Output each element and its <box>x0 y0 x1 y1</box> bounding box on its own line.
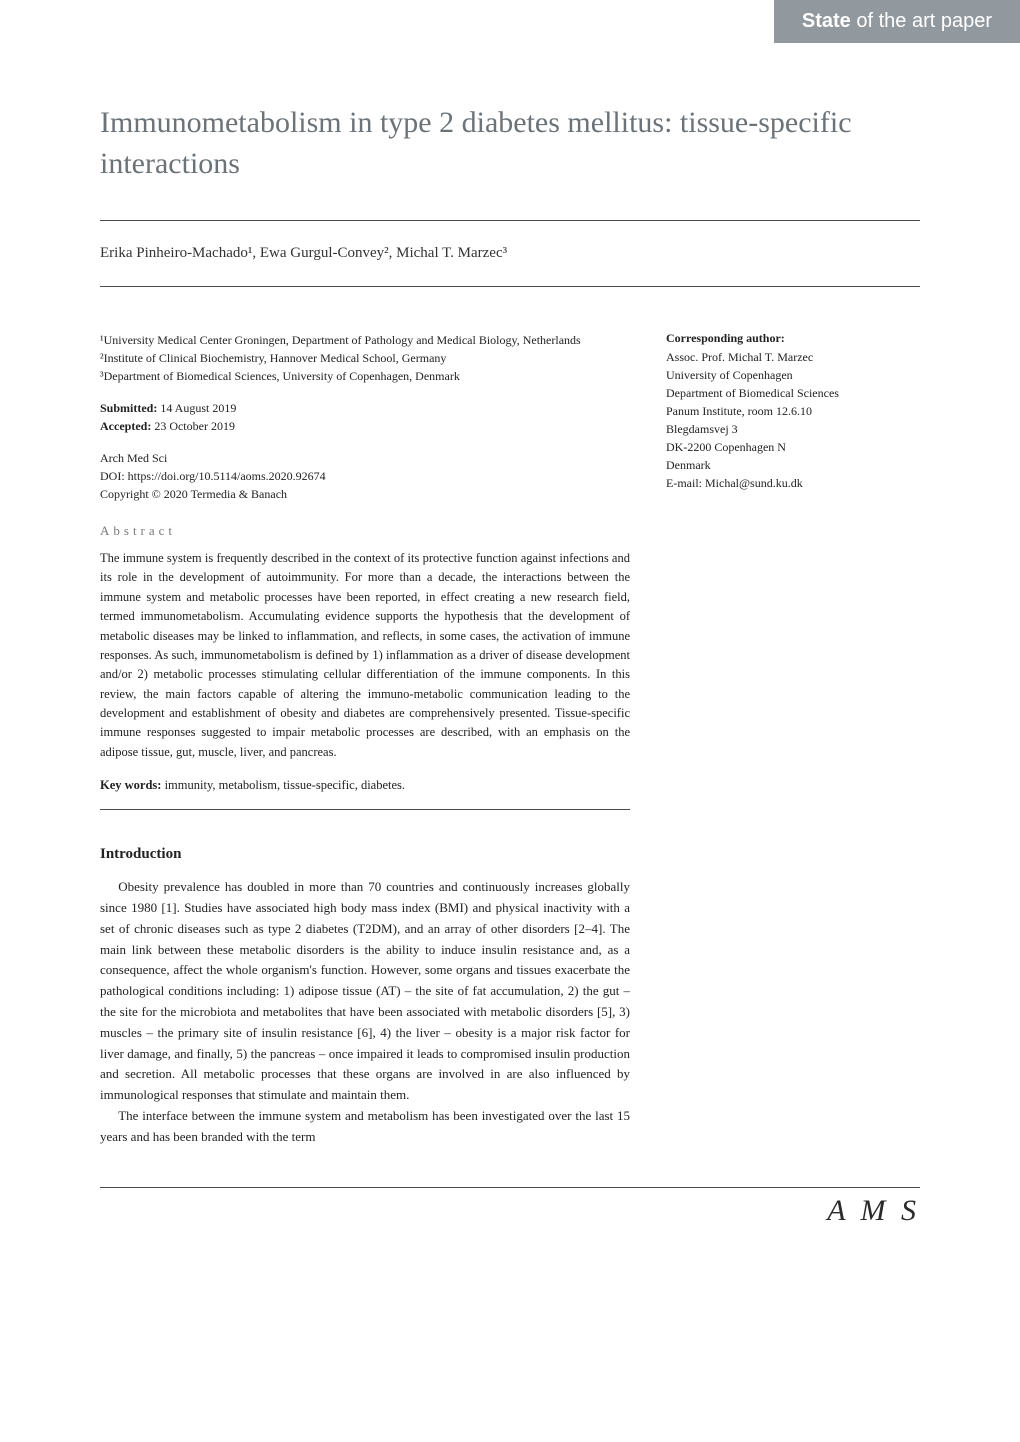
category-banner: State of the art paper <box>0 0 1020 43</box>
corresponding-body: Assoc. Prof. Michal T. Marzec University… <box>666 348 920 492</box>
corr-line: Blegdamsvej 3 <box>666 420 920 438</box>
keywords-line: Key words: immunity, metabolism, tissue-… <box>100 778 630 793</box>
page: State of the art paper Immunometabolism … <box>0 0 1020 1272</box>
category-banner-box: State of the art paper <box>774 0 1020 43</box>
authors-line: Erika Pinheiro-Machado¹, Ewa Gurgul-Conv… <box>100 245 920 262</box>
page-footer: A M S <box>0 1187 1020 1272</box>
accepted-label: Accepted: <box>100 419 151 433</box>
accepted-line: Accepted: 23 October 2019 <box>100 417 630 435</box>
keywords-value: immunity, metabolism, tissue-specific, d… <box>161 778 405 792</box>
keywords-label: Key words: <box>100 778 161 792</box>
doi-line: DOI: https://doi.org/10.5114/aoms.2020.9… <box>100 467 630 485</box>
title-rule <box>100 220 920 221</box>
corr-line: University of Copenhagen <box>666 366 920 384</box>
affiliation-line: ¹University Medical Center Groningen, De… <box>100 331 630 349</box>
abstract-body: The immune system is frequently describe… <box>100 549 630 762</box>
content: Immunometabolism in type 2 diabetes mell… <box>0 43 1020 1187</box>
corr-line: Assoc. Prof. Michal T. Marzec <box>666 348 920 366</box>
footer-rule <box>100 1187 920 1188</box>
citation-block: Arch Med Sci DOI: https://doi.org/10.511… <box>100 449 630 503</box>
introduction-body: Obesity prevalence has doubled in more t… <box>100 877 630 1147</box>
corr-line: E-mail: Michal@sund.ku.dk <box>666 474 920 492</box>
submitted-value: 14 August 2019 <box>157 401 236 415</box>
accepted-value: 23 October 2019 <box>151 419 235 433</box>
intro-paragraph: Obesity prevalence has doubled in more t… <box>100 877 630 1106</box>
banner-rest: of the art paper <box>851 10 992 32</box>
corr-line: Department of Biomedical Sciences <box>666 384 920 402</box>
corr-line: Panum Institute, room 12.6.10 <box>666 402 920 420</box>
journal-logo: A M S <box>100 1194 920 1228</box>
affiliations: ¹University Medical Center Groningen, De… <box>100 331 630 385</box>
left-column: ¹University Medical Center Groningen, De… <box>100 331 630 1147</box>
right-column: Corresponding author: Assoc. Prof. Micha… <box>666 331 920 1147</box>
two-column-region: ¹University Medical Center Groningen, De… <box>100 331 920 1147</box>
submitted-line: Submitted: 14 August 2019 <box>100 399 630 417</box>
introduction-heading: Introduction <box>100 846 630 863</box>
affiliation-line: ²Institute of Clinical Biochemistry, Han… <box>100 349 630 367</box>
copyright-line: Copyright © 2020 Termedia & Banach <box>100 485 630 503</box>
submitted-label: Submitted: <box>100 401 157 415</box>
corr-line: DK-2200 Copenhagen N <box>666 438 920 456</box>
intro-paragraph: The interface between the immune system … <box>100 1106 630 1148</box>
journal-name: Arch Med Sci <box>100 449 630 467</box>
corr-line: Denmark <box>666 456 920 474</box>
affiliation-line: ³Department of Biomedical Sciences, Univ… <box>100 367 630 385</box>
authors-rule <box>100 286 920 287</box>
abstract-rule <box>100 809 630 810</box>
article-title: Immunometabolism in type 2 diabetes mell… <box>100 103 920 184</box>
submission-dates: Submitted: 14 August 2019 Accepted: 23 O… <box>100 399 630 435</box>
abstract-heading: Abstract <box>100 523 630 539</box>
banner-bold: State <box>802 10 851 32</box>
corresponding-heading: Corresponding author: <box>666 331 920 346</box>
